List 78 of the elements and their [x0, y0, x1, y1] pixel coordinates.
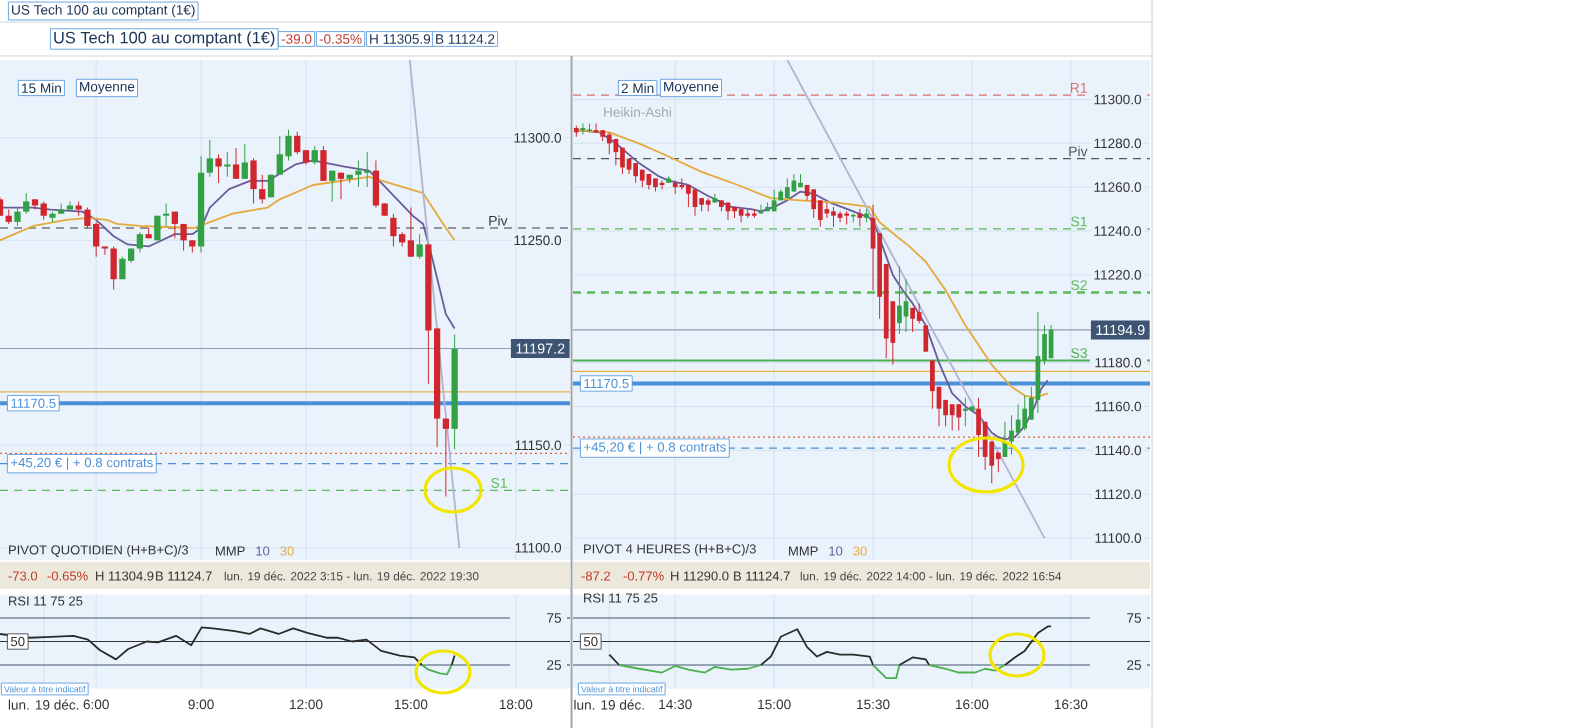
ref-line-label: R1: [1070, 83, 1087, 93]
x-tick-label: 18:00: [499, 699, 533, 710]
y-tick-label: 11260.0: [1094, 182, 1142, 192]
x-tick-label: 15:30: [857, 699, 890, 710]
legend-title: MMP: [789, 546, 818, 556]
y-tick-label: 11140.0: [1095, 445, 1142, 456]
ref-line-label: S2: [1071, 280, 1087, 291]
text: B 11124.2: [436, 34, 495, 44]
y-tick-label: 11160.0: [1095, 401, 1142, 412]
y-tick-label: 11100.0: [515, 542, 562, 553]
x-tick-label: 14:30: [659, 699, 692, 710]
x-tick-label: 15:00: [758, 699, 791, 710]
ref-line-label: S3: [1071, 348, 1087, 359]
x-tick-label: lun. 19 déc.: [574, 699, 644, 710]
x-tick-label: 9:00: [188, 699, 214, 710]
ref-line-label: 11170.5: [11, 398, 56, 408]
y-tick-label: 11240.0: [1094, 226, 1142, 236]
y-tick-label: 11180.0: [1095, 357, 1142, 368]
y-tick-label: 11120.0: [1095, 489, 1142, 500]
text: -87.2: [581, 571, 610, 581]
annotation: Moyenne: [664, 81, 719, 95]
ref-line-label: 50: [583, 636, 598, 647]
y-tick-label: 11280.0: [1094, 138, 1142, 149]
legend-title: MMP: [216, 546, 245, 556]
ref-line-label: S1: [1071, 216, 1087, 227]
annotation: Heikin-Ashi: [604, 107, 671, 117]
text: lun. 19 déc. 2022 14:00 - lun. 19 déc. 2022 16:54: [800, 571, 1062, 581]
ref-line-label: 50: [10, 636, 25, 647]
y-tick-label: 11150.0: [515, 440, 562, 451]
annotation: 15 Min: [22, 83, 61, 93]
annotation: PIVOT QUOTIDIEN (H+B+C)/3: [9, 544, 189, 558]
annotation: Valeur à titre indicatif: [4, 685, 86, 693]
text: B 11124.7: [156, 571, 212, 581]
chart-title: US Tech 100 au comptant (1€): [54, 31, 275, 47]
text: -0.65%: [47, 571, 88, 581]
ref-line-label: 11170.5: [584, 378, 629, 389]
x-tick-label: 12:00: [290, 699, 323, 710]
ref-line-label: S1: [491, 478, 507, 488]
text: 30: [280, 546, 294, 556]
annotation: Valeur à titre indicatif: [581, 685, 663, 693]
text: -0.35%: [319, 34, 362, 44]
ref-line-label: Piv: [489, 215, 508, 226]
text: lun. 19 déc. 2022 3:15 - lun. 19 déc. 2022 19:30: [224, 571, 479, 581]
y-tick-label: 11100.0: [1095, 533, 1142, 543]
y-tick-label: 11220.0: [1094, 270, 1142, 280]
y-tick-label: 11300.0: [514, 133, 562, 143]
ref-line-label: Piv: [1069, 146, 1088, 157]
text: -0.77%: [623, 571, 664, 581]
text: H 11305.9: [370, 34, 431, 44]
y-tick-label: 25: [547, 660, 562, 670]
text: B 11124.7: [734, 571, 790, 581]
chart-title: RSI 11 75 25: [584, 593, 658, 603]
x-tick-label: 15:00: [394, 699, 428, 710]
x-tick-label: 16:30: [1054, 699, 1088, 710]
annotation: Moyenne: [80, 81, 135, 95]
text: US Tech 100 au comptant (1€): [12, 4, 195, 18]
x-tick-label: 6:00: [83, 699, 109, 710]
x-tick-label: 16:00: [955, 699, 989, 710]
ref-line-label: 11197.2: [516, 343, 565, 354]
text: 10: [829, 546, 843, 556]
y-tick-label: 25: [1127, 660, 1142, 670]
text: H 11290.0: [671, 571, 729, 581]
ref-line-label: +45,20 € | + 0.8 contrats: [584, 441, 726, 455]
y-tick-label: 11250.0: [514, 235, 562, 246]
y-tick-label: 75: [547, 613, 562, 623]
text: 10: [256, 546, 270, 556]
annotation: 2 Min: [621, 83, 654, 93]
ref-line-label: +45,20 € | + 0.8 contrats: [11, 457, 153, 470]
text: 30: [853, 546, 867, 556]
ref-line-label: 11194.9: [1096, 324, 1145, 336]
text: -39.0: [281, 34, 312, 44]
annotation: PIVOT 4 HEURES (H+B+C)/3: [584, 543, 756, 557]
y-tick-label: 11300.0: [1094, 94, 1142, 105]
x-tick-label: lun. 19 déc.: [8, 699, 79, 710]
text: H 11304.9: [96, 571, 154, 581]
chart-title: RSI 11 75 25: [9, 596, 83, 606]
text: -73.0: [8, 571, 38, 581]
y-tick-label: 75: [1127, 613, 1142, 623]
